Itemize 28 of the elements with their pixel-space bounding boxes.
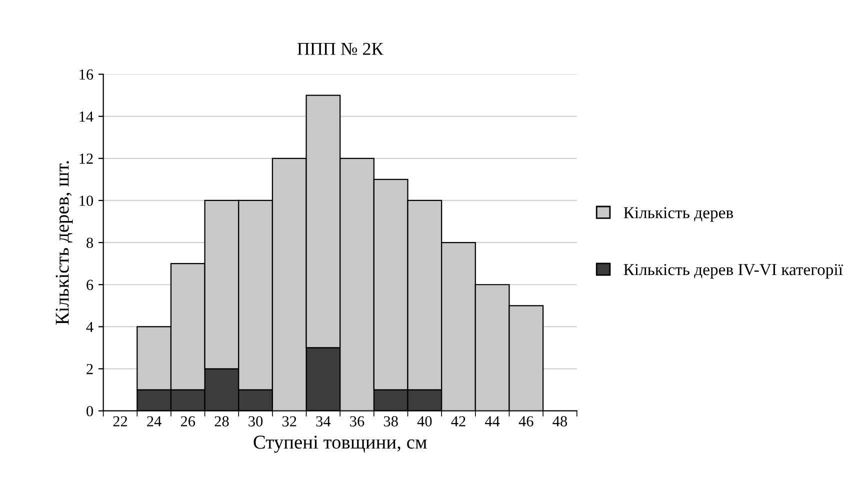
x-tick-label: 32 xyxy=(282,416,296,426)
chart-title: ППП № 2К xyxy=(297,42,384,55)
x-tick-label: 40 xyxy=(417,416,432,426)
y-tick-label: 12 xyxy=(80,154,93,164)
y-tick-label: 0 xyxy=(86,406,94,416)
y-tick-label: 4 xyxy=(86,322,94,332)
x-tick-label: 36 xyxy=(350,416,364,426)
x-axis-title: Ступені товщини, см xyxy=(254,436,427,453)
y-tick-label: 2 xyxy=(86,364,93,374)
y-tick-label: 6 xyxy=(86,280,94,290)
y-tick-label: 10 xyxy=(80,196,94,206)
x-tick-label: 44 xyxy=(484,416,500,426)
y-tick-label: 16 xyxy=(80,69,94,80)
x-tick-label: 28 xyxy=(214,416,229,426)
x-tick-label: 24 xyxy=(147,416,162,426)
x-tick-label: 34 xyxy=(316,416,331,426)
x-tick-label: 42 xyxy=(451,416,466,426)
x-tick-label: 48 xyxy=(552,416,568,426)
y-tick-label: 14 xyxy=(80,112,94,122)
x-tick-label: 46 xyxy=(518,416,534,426)
x-tick-label: 22 xyxy=(113,416,128,426)
x-tick-label: 26 xyxy=(180,416,196,426)
x-tick-label: 38 xyxy=(384,416,398,426)
y-axis-title: Кількість дерев, шт. xyxy=(56,161,73,325)
y-tick-label: 8 xyxy=(86,238,94,248)
x-tick-label: 30 xyxy=(248,416,263,426)
legend-label: Кількість дерев xyxy=(624,207,734,222)
legend-label: Кількість дерев IV-VI категорії xyxy=(624,264,843,279)
